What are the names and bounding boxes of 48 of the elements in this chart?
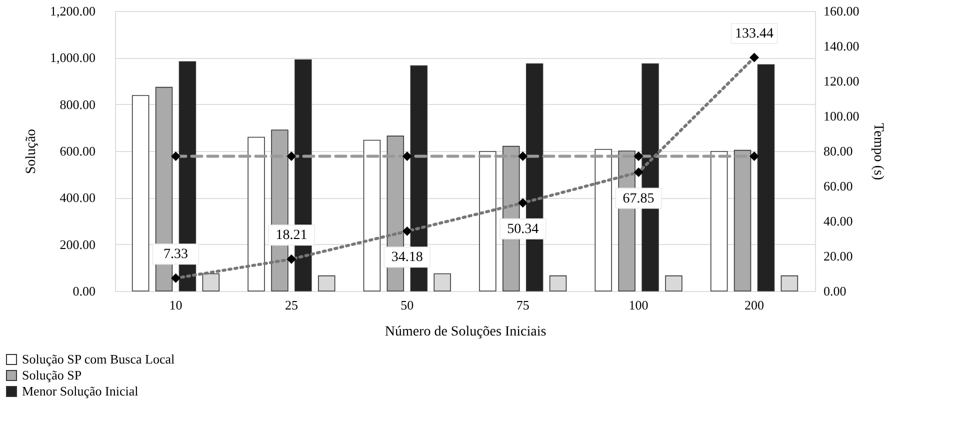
y2-tick-label: 40.00 xyxy=(824,214,853,228)
y-axis-title: Solução xyxy=(24,128,39,174)
y2-tick-label: 100.00 xyxy=(824,108,860,124)
y2-tick-label: 140.00 xyxy=(824,38,860,54)
x-tick-label: 200 xyxy=(744,298,764,312)
y-tick-label: 800.00 xyxy=(60,96,96,112)
bar xyxy=(549,275,567,292)
data-label: 18.21 xyxy=(276,228,308,244)
legend-label: Menor Solução Inicial xyxy=(22,384,139,398)
bar xyxy=(594,148,612,292)
y2-tick-label: 60.00 xyxy=(824,178,853,194)
y2-tick-label: 160.00 xyxy=(824,4,860,18)
legend-label: Solução SP com Busca Local xyxy=(22,352,175,366)
bar xyxy=(734,150,752,292)
y-tick-label: 1,200.00 xyxy=(50,4,96,18)
bar xyxy=(665,275,682,292)
data-label: 67.85 xyxy=(622,191,654,206)
bar xyxy=(710,151,728,292)
bar xyxy=(479,151,496,292)
data-label: 50.34 xyxy=(507,222,539,237)
x-tick-label: 100 xyxy=(628,298,648,312)
y-tick-label: 1,000.00 xyxy=(50,50,96,66)
data-label: 7.33 xyxy=(163,247,188,262)
bar xyxy=(318,275,336,292)
y2-tick-label: 80.00 xyxy=(824,144,853,158)
y-tick-label: 600.00 xyxy=(60,144,96,158)
bar xyxy=(780,275,798,292)
y-tick-label: 0.00 xyxy=(72,284,96,298)
bar xyxy=(248,136,265,292)
legend-label: Solução SP xyxy=(22,368,82,382)
bar xyxy=(757,64,775,292)
bar xyxy=(202,273,220,292)
y-tick-label: 400.00 xyxy=(60,190,96,206)
bar xyxy=(363,140,381,292)
bar xyxy=(434,273,451,292)
bar xyxy=(132,95,150,292)
x-tick-label: 50 xyxy=(400,298,414,312)
x-tick-label: 75 xyxy=(516,298,530,312)
y2-tick-label: 20.00 xyxy=(824,248,853,264)
data-label: 34.18 xyxy=(391,250,423,266)
y2-axis-title: Tempo (s) xyxy=(870,123,886,180)
x-tick-label: 25 xyxy=(284,298,298,312)
data-label: 133.44 xyxy=(735,26,774,42)
x-axis-title: Número de Soluções Iniciais xyxy=(384,324,546,340)
y-tick-label: 200.00 xyxy=(60,236,96,252)
y2-tick-label: 0.00 xyxy=(824,284,846,298)
y2-tick-label: 120.00 xyxy=(824,74,860,88)
x-tick-label: 10 xyxy=(169,298,182,312)
